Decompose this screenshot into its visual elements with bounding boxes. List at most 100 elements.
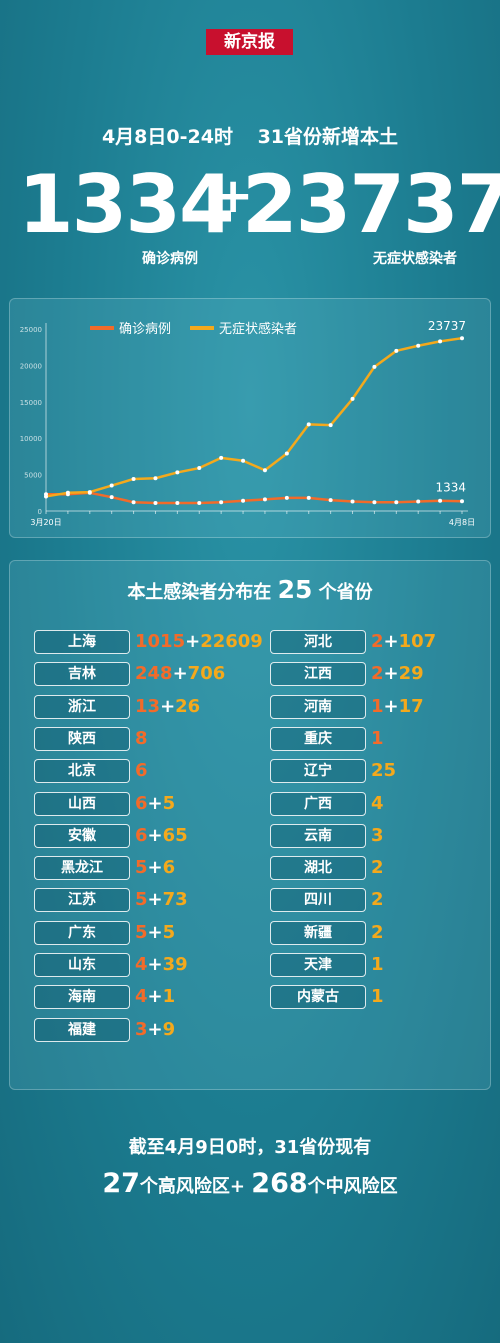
data-point	[175, 500, 180, 505]
asymptomatic-count: 22609	[200, 631, 263, 652]
distribution-title: 本土感染者分布在 25 个省份	[10, 575, 490, 604]
province-label: 福建	[34, 1017, 130, 1042]
plus-sign: +	[172, 663, 188, 685]
confirmed-count: 248	[135, 663, 173, 685]
confirmed-count: 4	[135, 986, 148, 1008]
distribution-title-num: 25	[277, 575, 313, 604]
distribution-title-post: 个省份	[318, 582, 373, 603]
data-point	[153, 476, 158, 481]
confirmed-count: 5	[135, 889, 148, 911]
asymptomatic-count: 9	[162, 1018, 176, 1040]
data-point	[416, 343, 421, 348]
asymptomatic-count: 25	[371, 760, 397, 782]
y-tick-label: 10000	[20, 435, 42, 443]
xinjingbao-logo: 新京报	[206, 29, 293, 55]
confirmed-label: 确诊病例	[142, 251, 198, 267]
province-value: 1	[371, 985, 384, 1009]
data-point	[284, 451, 289, 456]
confirmed-count: 5	[135, 857, 148, 879]
plus-sign: +	[147, 921, 163, 943]
x-tick-label: 3月20日	[30, 518, 61, 527]
confirmed-total: 1334	[18, 158, 235, 251]
province-label: 云南	[270, 823, 366, 848]
high-risk-count: 27	[102, 1168, 140, 1199]
data-point	[262, 468, 267, 473]
y-tick-label: 5000	[24, 472, 42, 480]
legend-label-confirmed: 确诊病例	[119, 322, 171, 337]
province-label: 辽宁	[270, 759, 366, 784]
province-label: 江苏	[34, 888, 130, 913]
y-tick-label: 15000	[20, 399, 42, 407]
data-point	[44, 494, 48, 499]
data-point	[328, 498, 333, 503]
asymptomatic-count: 2	[371, 889, 384, 911]
province-label: 海南	[34, 985, 130, 1010]
plus-sign: +	[147, 889, 163, 911]
data-point	[438, 498, 443, 503]
asymptomatic-count: 107	[398, 631, 437, 652]
data-point	[416, 499, 421, 504]
province-label: 浙江	[34, 694, 130, 719]
plus-sign: +	[147, 857, 163, 879]
province-label: 重庆	[270, 726, 366, 751]
province-label: 吉林	[34, 662, 130, 687]
province-label: 安徽	[34, 823, 130, 848]
legend-label-asymptomatic: 无症状感染者	[219, 321, 297, 337]
asymptomatic-count: 1	[371, 954, 384, 975]
province-value: 2	[371, 888, 384, 912]
data-point	[65, 490, 70, 495]
province-value: 4+39	[135, 953, 188, 977]
province-label: 内蒙古	[270, 985, 366, 1010]
data-point	[306, 422, 311, 427]
data-point	[175, 470, 180, 475]
province-value: 1	[371, 727, 384, 751]
confirmed-count: 6	[135, 792, 148, 814]
asymptomatic-count: 1	[371, 986, 384, 1008]
confirmed-count: 6	[135, 824, 148, 846]
plus-sign: +	[147, 792, 163, 814]
data-point	[219, 455, 224, 460]
province-value: 25	[371, 759, 396, 783]
province-label: 上海	[34, 630, 130, 654]
data-point	[219, 500, 224, 505]
asymptomatic-count: 5	[162, 921, 176, 943]
data-point	[460, 336, 464, 341]
data-point	[241, 458, 246, 463]
end-label-confirmed: 1334	[435, 480, 466, 494]
province-value: 3+9	[135, 1018, 175, 1042]
confirmed-count: 3	[135, 1018, 148, 1040]
province-value: 5+73	[135, 888, 188, 912]
confirmed-count: 6	[135, 760, 148, 782]
data-point	[394, 500, 399, 505]
confirmed-count: 1	[371, 727, 384, 749]
data-point	[87, 490, 92, 495]
province-label: 广东	[34, 920, 130, 945]
plus-sign: +	[147, 986, 163, 1008]
asymptomatic-count: 2	[371, 921, 384, 943]
headline-date: 4月8日0-24时	[101, 126, 233, 148]
province-value: 6+5	[135, 792, 175, 816]
x-tick-label: 4月8日	[449, 518, 475, 527]
asymptomatic-count: 39	[162, 954, 188, 975]
confirmed-count: 1015	[135, 631, 186, 652]
data-point	[328, 423, 333, 428]
y-tick-label: 0	[38, 508, 42, 516]
plus-sign: +	[213, 168, 254, 224]
plus-sign: +	[147, 824, 163, 846]
province-label: 四川	[270, 888, 366, 913]
province-value: 2+107	[371, 630, 436, 654]
confirmed-count: 5	[135, 921, 148, 943]
asymptomatic-count: 706	[187, 663, 226, 685]
asymptomatic-count: 5	[162, 792, 176, 814]
series-line-0	[46, 491, 463, 505]
province-label: 黑龙江	[34, 856, 130, 881]
confirmed-count: 8	[135, 727, 148, 749]
asymptomatic-count: 17	[398, 695, 424, 717]
asymptomatic-count: 6	[162, 857, 176, 879]
province-value: 1+17	[371, 695, 424, 719]
distribution-panel: 本土感染者分布在 25 个省份 上海 1015+22609 吉林 248+706 浙江 1…	[9, 560, 491, 1090]
province-label: 新疆	[270, 920, 366, 945]
asymptomatic-count: 29	[398, 663, 424, 685]
province-value: 6	[135, 759, 148, 783]
province-value: 6+65	[135, 824, 188, 848]
